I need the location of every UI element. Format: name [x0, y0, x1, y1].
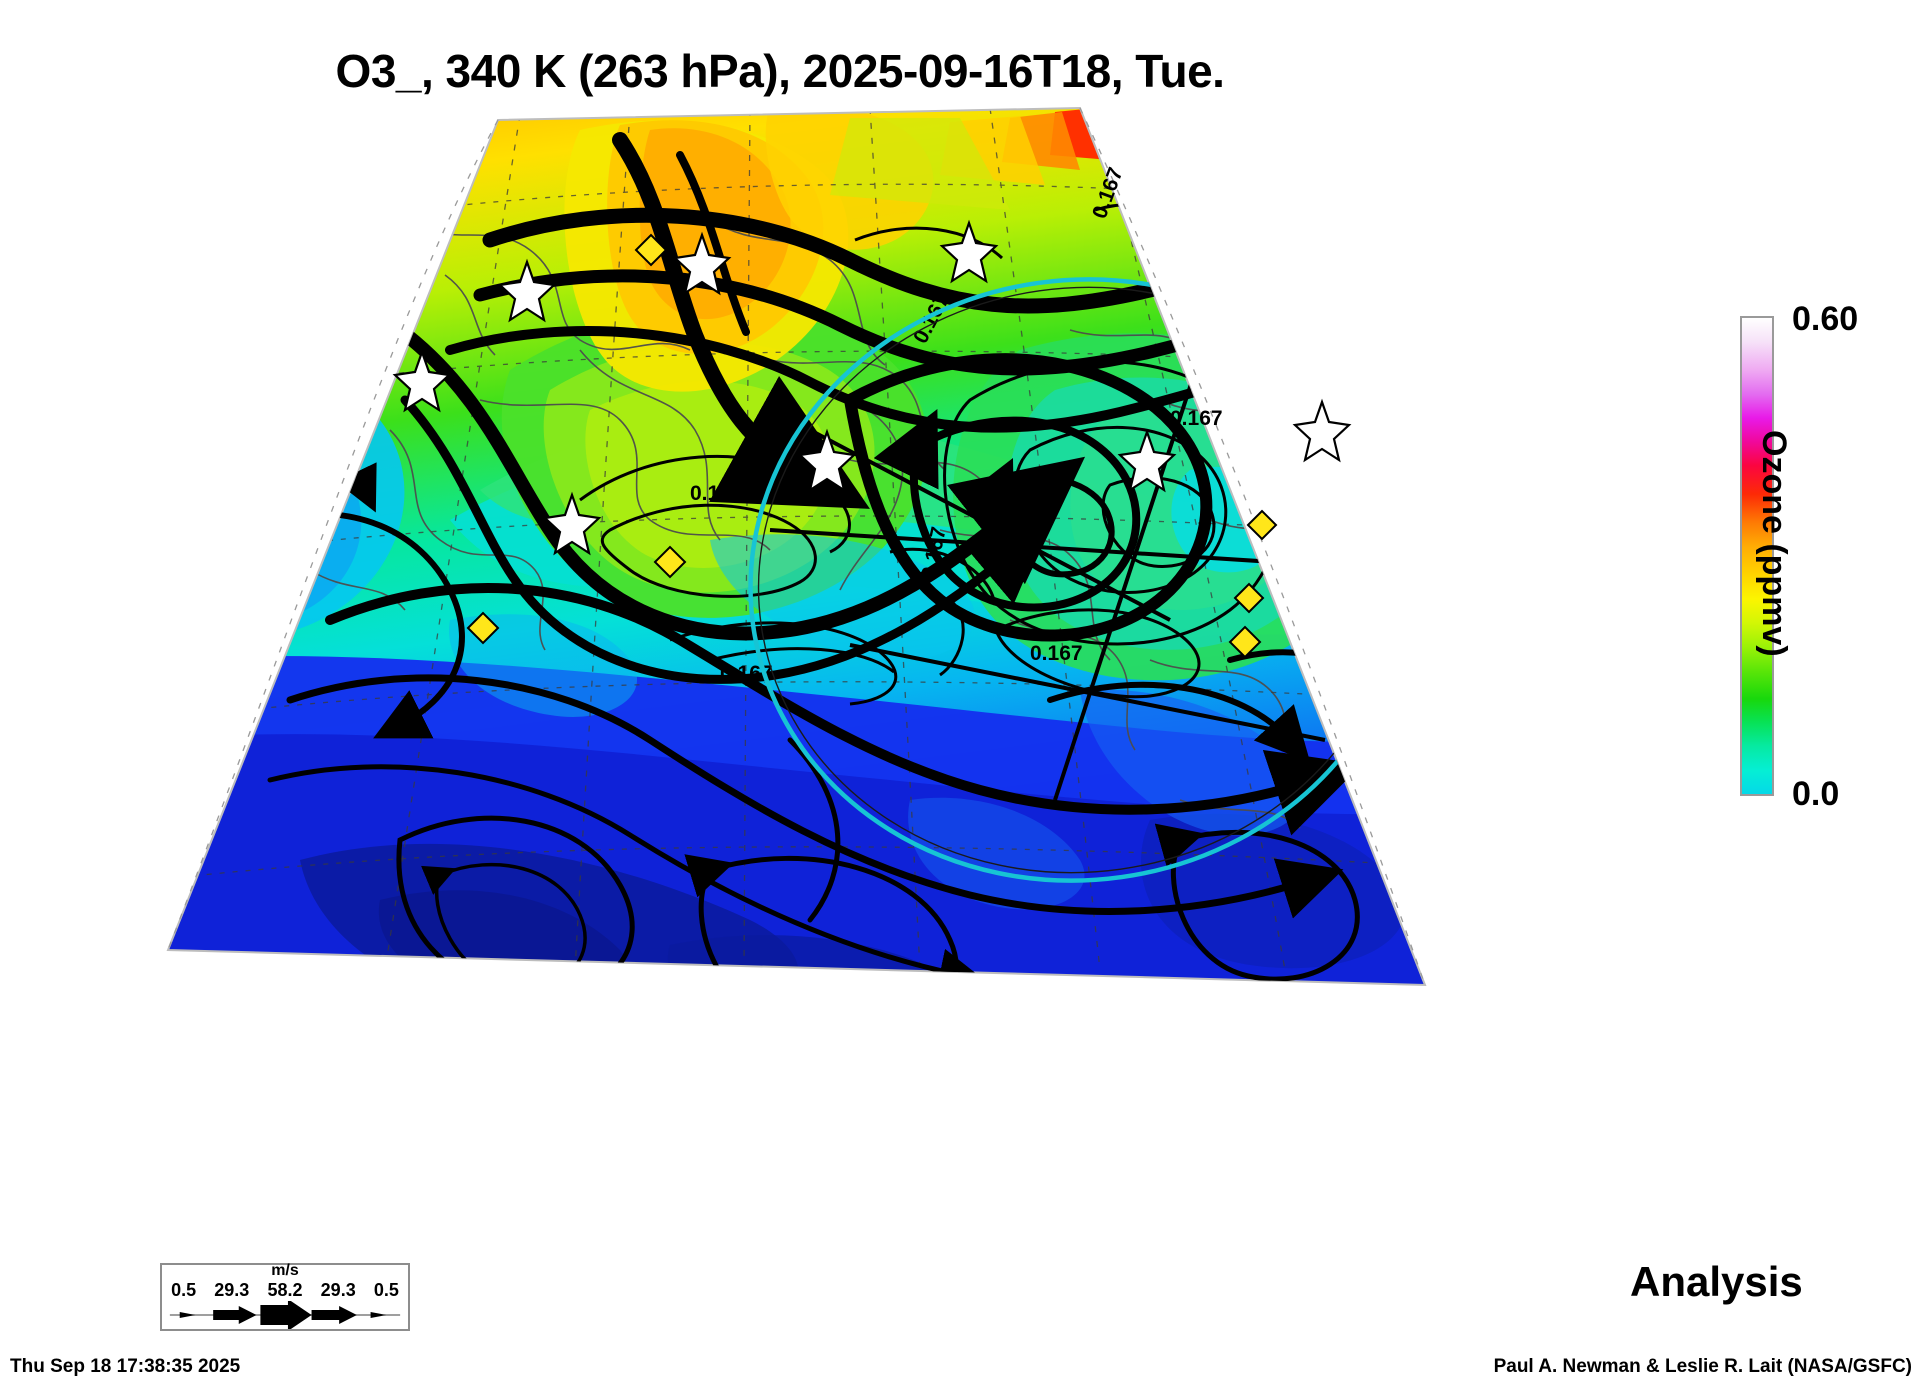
wind-tick: 0.5 [373, 1280, 399, 1300]
wind-units-label: m/s [271, 1262, 299, 1279]
diamond-marker [466, 233, 1278, 659]
map-plot: 0.167 0.167 0.167 0.167 0.167 0.167 0.16… [150, 100, 1590, 1100]
colorbar-min-label: 0.0 [1792, 775, 1840, 813]
colorbar-max-label: 0.60 [1792, 300, 1859, 338]
svg-text:0.167: 0.167 [690, 482, 743, 505]
analysis-label: Analysis [1630, 1258, 1803, 1305]
wind-arrow-scale [169, 1301, 401, 1329]
colorbar-axis-label: Ozone (ppmv) [1755, 430, 1793, 657]
wind-tick: 29.3 [214, 1280, 250, 1300]
wind-tick: 29.3 [320, 1280, 356, 1300]
credit-line: Paul A. Newman & Leslie R. Lait (NASA/GS… [1493, 1356, 1912, 1377]
map-border [166, 106, 1427, 987]
colorbar [1740, 316, 1774, 796]
map-outer-graticule [167, 107, 1426, 986]
wind-tick: 58.2 [267, 1280, 303, 1300]
station-markers [392, 219, 1352, 659]
star-marker [392, 219, 1352, 556]
page-title: O3_, 340 K (263 hPa), 2025-09-16T18, Tue… [335, 45, 1225, 97]
wind-tick: 0.5 [171, 1280, 197, 1300]
colorbar-gradient [1740, 316, 1774, 796]
wind-speed-legend: m/s 0.5 29.3 58.2 29.3 0.5 [160, 1262, 410, 1331]
generation-timestamp: Thu Sep 18 17:38:35 2025 [10, 1356, 241, 1377]
wind-tick-labels: 0.5 29.3 58.2 29.3 0.5 [162, 1280, 408, 1301]
svg-text:0.167: 0.167 [1030, 642, 1083, 665]
